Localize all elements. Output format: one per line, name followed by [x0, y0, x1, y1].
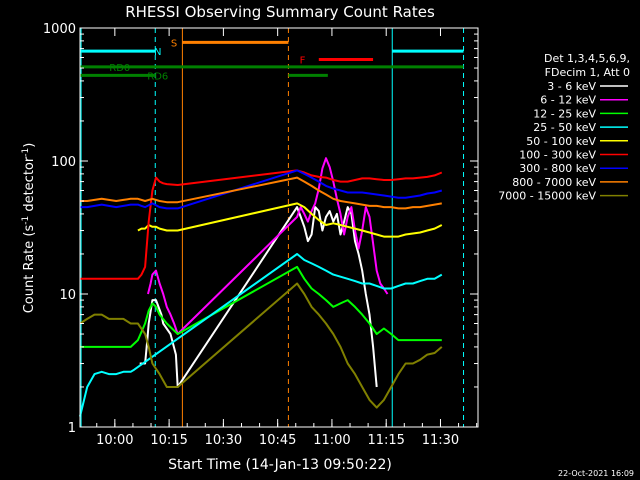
flag-label-rd0: RD0 — [109, 63, 130, 74]
x-tick-label-6: 11:30 — [422, 433, 459, 448]
plot-frame — [79, 27, 479, 428]
x-tick-label-3: 10:45 — [259, 433, 296, 448]
legend-label-2: 12 - 25 keV — [533, 107, 596, 120]
flag-label-rd6: RD6 — [147, 71, 168, 82]
flag-label-n: N — [154, 47, 161, 58]
y-axis-label-sup: -1 — [21, 216, 31, 225]
y-axis-label-mid: detector — [22, 156, 37, 216]
y-tick-label-2: 100 — [51, 155, 76, 170]
series-line-8 — [79, 282, 443, 409]
y-tick-label-0: 1 — [68, 421, 76, 436]
x-tick-label-2: 10:30 — [205, 433, 242, 448]
series-line-4 — [137, 202, 443, 238]
legend-header-line-2: FDecim 1, Att 0 — [545, 66, 630, 79]
series-line-7 — [80, 176, 442, 210]
legend-header-line-1: Det 1,3,4,5,6,9, — [544, 52, 630, 65]
flag-label-f: F — [300, 55, 306, 66]
y-axis-label-sup-2: -1 — [21, 148, 31, 157]
legend-label-4: 50 - 100 keV — [526, 135, 596, 148]
legend: Det 1,3,4,5,6,9, FDecim 1, Att 0 3 - 6 k… — [498, 52, 630, 203]
series-layer — [79, 157, 443, 417]
flag-bars: NS F RD0 RD6 — [80, 38, 464, 82]
chart-title: RHESSI Observing Summary Count Rates — [125, 3, 435, 21]
y-axis-label-suffix: ) — [22, 143, 37, 148]
y-tick-label-1: 10 — [59, 288, 76, 303]
legend-label-5: 100 - 300 keV — [519, 149, 596, 162]
legend-label-6: 300 - 800 keV — [519, 162, 596, 175]
series-line-3 — [79, 253, 443, 417]
y-axis-label: Count Rate (s-1 detector-1) — [21, 143, 37, 314]
legend-label-8: 7000 - 15000 keV — [498, 190, 596, 203]
series-line-0 — [139, 206, 378, 388]
x-tick-label-4: 11:00 — [313, 433, 350, 448]
legend-label-0: 3 - 6 keV — [547, 80, 596, 93]
series-line-6 — [80, 169, 443, 210]
axis-ticks: 10:00 10:15 10:30 10:45 11:00 11:15 11:30 1 10 10… — [43, 22, 478, 448]
y-tick-label-3: 1000 — [43, 22, 76, 37]
series-line-2 — [80, 265, 442, 348]
x-axis-label: Start Time (14-Jan-13 09:50:22) — [168, 457, 392, 473]
legend-label-1: 6 - 12 keV — [540, 94, 596, 107]
x-tick-label-1: 10:15 — [150, 433, 187, 448]
flag-label-s: S — [171, 38, 177, 49]
legend-label-3: 25 - 50 keV — [533, 121, 596, 134]
x-tick-label-5: 11:15 — [367, 433, 404, 448]
x-tick-label-0: 10:00 — [96, 433, 133, 448]
y-axis-label-prefix: Count Rate (s — [22, 225, 37, 314]
legend-label-7: 800 - 7000 keV — [512, 176, 596, 189]
series-line-1 — [147, 157, 389, 335]
series-line-5 — [80, 169, 443, 280]
generated-timestamp: 22-Oct-2021 16:09 — [558, 469, 634, 478]
